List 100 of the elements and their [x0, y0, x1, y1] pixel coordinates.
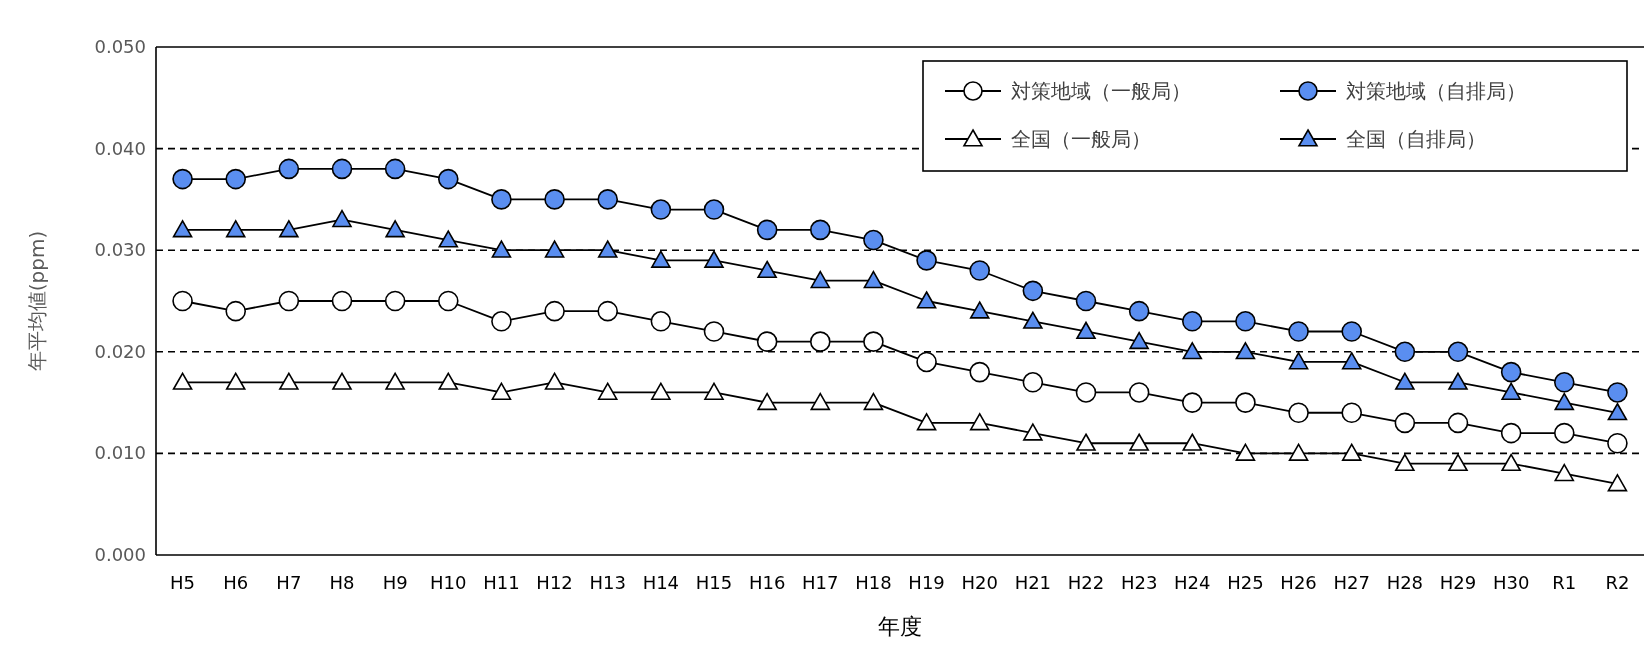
- point: [1022, 280, 1044, 302]
- point: [491, 311, 512, 332]
- point: [916, 351, 937, 373]
- point: [1182, 433, 1203, 451]
- point: [385, 220, 405, 238]
- x-tick-label: H11: [483, 572, 520, 593]
- x-tick-label: H10: [430, 572, 467, 593]
- point: [172, 220, 193, 238]
- point: [1023, 423, 1043, 441]
- point: [1129, 433, 1149, 451]
- point: [1607, 382, 1628, 403]
- x-tick-label: H9: [382, 572, 408, 593]
- point: [331, 290, 353, 312]
- y-tick-label: 0.010: [94, 442, 146, 464]
- point: [332, 209, 352, 228]
- legend-label: 全国（一般局）: [1011, 127, 1151, 151]
- point: [651, 382, 671, 400]
- point: [332, 372, 352, 390]
- point: [225, 168, 247, 190]
- point: [1448, 372, 1468, 390]
- point: [756, 331, 778, 352]
- point: [756, 219, 778, 241]
- point: [172, 372, 193, 390]
- point: [225, 300, 247, 322]
- point: [1288, 402, 1309, 424]
- point: [1076, 321, 1096, 340]
- point: [278, 290, 300, 312]
- x-tick-label: H18: [855, 572, 892, 593]
- x-tick-label: H24: [1174, 572, 1211, 593]
- x-tick-label: H22: [1067, 572, 1105, 593]
- x-tick-label: H12: [536, 572, 573, 593]
- point: [1501, 453, 1521, 472]
- x-tick-label: H26: [1280, 572, 1317, 593]
- y-tick-label: 0.030: [94, 239, 146, 261]
- point: [384, 158, 406, 180]
- x-tick-label: H21: [1014, 572, 1052, 593]
- point: [1075, 290, 1097, 312]
- point: [916, 413, 937, 431]
- x-tick-label: H19: [908, 572, 945, 593]
- point: [491, 189, 512, 210]
- point: [438, 230, 459, 248]
- point: [863, 331, 884, 352]
- point: [438, 372, 459, 390]
- point: [1128, 382, 1150, 403]
- point: [1607, 474, 1628, 492]
- point: [1395, 372, 1415, 390]
- point: [385, 372, 405, 390]
- point: [1129, 331, 1149, 350]
- point: [704, 382, 724, 400]
- point: [1182, 342, 1203, 360]
- point: [863, 229, 884, 251]
- point: [1394, 412, 1416, 434]
- point: [1235, 443, 1256, 461]
- legend-label: 対策地域（自排局）: [1346, 79, 1526, 103]
- point: [544, 189, 565, 210]
- point: [810, 392, 831, 411]
- point: [279, 220, 299, 238]
- point: [279, 372, 299, 390]
- point: [969, 301, 990, 319]
- x-tick-label: R1: [1552, 572, 1577, 593]
- point: [1500, 361, 1522, 383]
- x-tick-label: H28: [1386, 572, 1424, 593]
- point: [863, 270, 884, 289]
- point: [1341, 443, 1362, 461]
- point: [1022, 371, 1044, 393]
- point: [597, 240, 618, 258]
- x-tick-label: H15: [695, 572, 733, 593]
- point: [1553, 422, 1575, 444]
- point: [437, 290, 459, 312]
- y-tick-label: 0.040: [94, 137, 146, 159]
- legend-label: 全国（自排局）: [1346, 127, 1486, 151]
- point: [225, 372, 246, 390]
- x-tick-label: H20: [961, 572, 998, 593]
- point: [1341, 321, 1363, 342]
- point: [1235, 311, 1256, 332]
- x-tick-label: H16: [748, 572, 786, 593]
- point: [544, 240, 565, 258]
- point: [1394, 341, 1416, 363]
- point: [1447, 341, 1469, 363]
- point: [544, 300, 565, 322]
- point: [1554, 392, 1575, 411]
- point: [597, 189, 619, 210]
- x-tick-label: H23: [1120, 572, 1158, 593]
- point: [1235, 392, 1256, 413]
- point: [757, 392, 777, 411]
- point: [969, 260, 991, 281]
- x-tick-label: R2: [1605, 572, 1630, 593]
- point: [704, 250, 724, 268]
- y-axis-title: 年平均値(ppm): [25, 230, 49, 372]
- point: [650, 199, 672, 220]
- point: [703, 321, 725, 342]
- point: [969, 361, 991, 383]
- point: [1501, 382, 1521, 400]
- point: [809, 219, 831, 241]
- x-tick-label: H30: [1492, 572, 1530, 593]
- point: [1395, 453, 1415, 472]
- point: [437, 168, 459, 190]
- point: [1607, 432, 1628, 454]
- point: [1181, 392, 1203, 413]
- x-tick-label: H14: [642, 572, 680, 593]
